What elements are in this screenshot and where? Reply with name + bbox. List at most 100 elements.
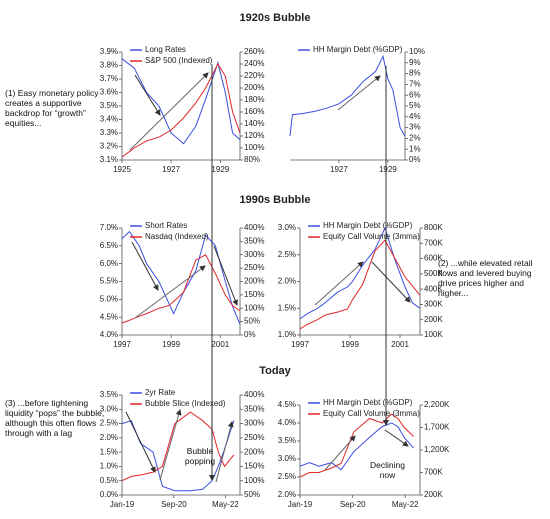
y-tick-label: 3.7% bbox=[100, 74, 118, 83]
y-tick-label: 2.0% bbox=[278, 490, 296, 499]
y-tick-label: 3.2% bbox=[100, 142, 118, 151]
legend-label: Equity Call Volume (3mma) bbox=[323, 409, 420, 418]
legend-label: HH Margin Debt (%GDP) bbox=[313, 45, 403, 54]
x-tick-label: 1997 bbox=[113, 340, 131, 349]
series-line bbox=[289, 54, 406, 137]
y2-tick-label: 1,700K bbox=[424, 423, 450, 432]
legend-label: Short Rates bbox=[145, 221, 187, 230]
annotation: (2) ...while elevated retail flows and l… bbox=[438, 258, 533, 298]
y2-tick-label: 8% bbox=[409, 69, 421, 78]
y-tick-label: 4.5% bbox=[100, 312, 118, 321]
y-tick-label: 2.5% bbox=[278, 472, 296, 481]
x-tick-label: 1927 bbox=[330, 165, 348, 174]
y2-tick-label: 50% bbox=[244, 490, 260, 499]
y2-tick-label: 9% bbox=[409, 58, 421, 67]
y2-tick-label: 100K bbox=[424, 330, 443, 339]
x-tick-label: 1925 bbox=[113, 165, 131, 174]
y2-tick-label: 600K bbox=[424, 254, 443, 263]
legend-label: Equity Call Volume (3mma) bbox=[323, 232, 420, 241]
y2-tick-label: 240% bbox=[244, 59, 264, 68]
annotation: (3) ...before tightening liquidity “pops… bbox=[5, 398, 105, 438]
y-tick-label: 3.6% bbox=[100, 88, 118, 97]
y2-tick-label: 200K bbox=[424, 490, 443, 499]
series-line bbox=[299, 413, 415, 478]
y2-tick-label: 150% bbox=[244, 290, 264, 299]
y2-tick-label: 700K bbox=[424, 238, 443, 247]
series-line bbox=[299, 239, 421, 330]
y2-tick-label: 400% bbox=[244, 390, 264, 399]
y2-tick-label: 300% bbox=[244, 250, 264, 259]
legend-label: Bubble Slice (Indexed) bbox=[145, 399, 226, 408]
y2-tick-label: 2% bbox=[409, 134, 421, 143]
section-title: 1920s Bubble bbox=[240, 12, 311, 24]
y2-tick-label: 1% bbox=[409, 144, 421, 153]
annotation: (1) Easy monetary policy creates a suppo… bbox=[5, 88, 99, 128]
y2-tick-label: 200% bbox=[244, 447, 264, 456]
y-tick-label: 5.5% bbox=[100, 277, 118, 286]
series-line bbox=[121, 230, 241, 325]
series-line bbox=[299, 422, 415, 471]
y2-tick-label: 180% bbox=[244, 95, 264, 104]
section-title: 1990s Bubble bbox=[240, 194, 311, 206]
y-tick-label: 3.9% bbox=[100, 47, 118, 56]
y2-tick-label: 400K bbox=[424, 284, 443, 293]
y2-tick-label: 700K bbox=[424, 468, 443, 477]
x-tick-label: May-22 bbox=[392, 500, 419, 509]
y-tick-label: 6.0% bbox=[100, 259, 118, 268]
arrows bbox=[125, 64, 411, 483]
y-tick-label: 3.0% bbox=[100, 404, 118, 413]
y-tick-label: 3.5% bbox=[100, 101, 118, 110]
y2-tick-label: 300K bbox=[424, 300, 443, 309]
y2-tick-label: 0% bbox=[409, 155, 421, 164]
y-tick-label: 3.1% bbox=[100, 155, 118, 164]
legend-label: Nasdaq (Indexed) bbox=[145, 232, 209, 241]
y2-tick-label: 350% bbox=[244, 236, 264, 245]
y-tick-label: 1.0% bbox=[278, 330, 296, 339]
y2-tick-label: 220% bbox=[244, 71, 264, 80]
y2-tick-label: 260% bbox=[244, 47, 264, 56]
y-tick-label: 2.0% bbox=[278, 277, 296, 286]
x-tick-label: May-22 bbox=[212, 500, 239, 509]
y-tick-label: 2.5% bbox=[100, 419, 118, 428]
x-tick-label: 1929 bbox=[211, 165, 229, 174]
series-line bbox=[121, 62, 241, 158]
y-tick-label: 1.0% bbox=[100, 462, 118, 471]
y2-tick-label: 250% bbox=[244, 433, 264, 442]
x-tick-label: 2001 bbox=[391, 340, 409, 349]
y2-tick-label: 350% bbox=[244, 404, 264, 413]
series-line bbox=[299, 226, 421, 320]
y2-tick-label: 100% bbox=[244, 143, 264, 152]
y-tick-label: 6.5% bbox=[100, 241, 118, 250]
y2-tick-label: 50% bbox=[244, 317, 260, 326]
y-tick-label: 3.5% bbox=[100, 390, 118, 399]
y2-tick-label: 100% bbox=[244, 476, 264, 485]
y-tick-label: 5.0% bbox=[100, 294, 118, 303]
y2-tick-label: 120% bbox=[244, 131, 264, 140]
y2-tick-label: 0% bbox=[244, 330, 256, 339]
y2-tick-label: 400% bbox=[244, 223, 264, 232]
section-title: Today bbox=[259, 365, 291, 377]
y-tick-label: 3.3% bbox=[100, 128, 118, 137]
y2-tick-label: 2,200K bbox=[424, 400, 450, 409]
y2-tick-label: 800K bbox=[424, 223, 443, 232]
y2-tick-label: 3% bbox=[409, 123, 421, 132]
y2-tick-label: 140% bbox=[244, 119, 264, 128]
legend-label: HH Margin Debt (%GDP) bbox=[323, 398, 413, 407]
y2-tick-label: 7% bbox=[409, 80, 421, 89]
y2-tick-label: 10% bbox=[409, 47, 425, 56]
y2-tick-label: 160% bbox=[244, 107, 264, 116]
y-tick-label: 3.0% bbox=[278, 454, 296, 463]
y2-tick-label: 80% bbox=[244, 155, 260, 164]
y-tick-label: 3.8% bbox=[100, 61, 118, 70]
y2-tick-label: 200% bbox=[244, 277, 264, 286]
y2-tick-label: 5% bbox=[409, 101, 421, 110]
y-tick-label: 3.0% bbox=[278, 223, 296, 232]
x-tick-label: 1999 bbox=[162, 340, 180, 349]
y-tick-label: 1.5% bbox=[278, 303, 296, 312]
x-tick-label: 1999 bbox=[341, 340, 359, 349]
y2-tick-label: 1,200K bbox=[424, 445, 450, 454]
y-tick-label: 2.0% bbox=[100, 433, 118, 442]
y-tick-label: 7.0% bbox=[100, 223, 118, 232]
